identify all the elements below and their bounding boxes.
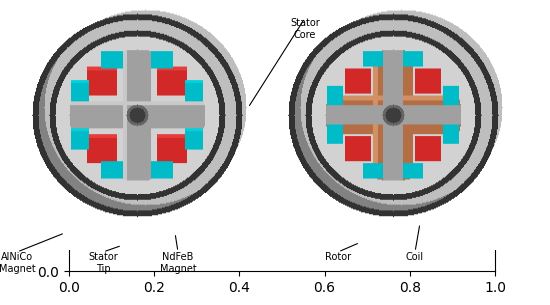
Text: Rotor: Rotor	[325, 252, 351, 262]
Text: Stator
Core: Stator Core	[290, 18, 320, 40]
Text: Stator
Tip: Stator Tip	[88, 252, 118, 274]
Text: NdFeB
Magnet: NdFeB Magnet	[160, 252, 196, 274]
Text: AlNiCo
Magnet: AlNiCo Magnet	[0, 252, 35, 274]
Text: Coil: Coil	[406, 252, 424, 262]
